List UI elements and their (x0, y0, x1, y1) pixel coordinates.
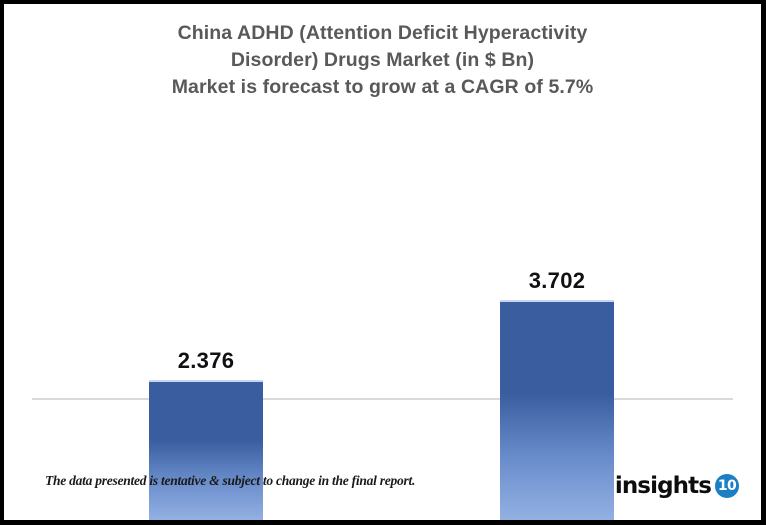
bar-value-label-2022: 2.376 (177, 348, 235, 373)
disclaimer-note: The data presented is tentative & subjec… (45, 473, 416, 488)
chart-title: China ADHD (Attention Deficit Hyperactiv… (4, 20, 761, 101)
title-line-3: Market is forecast to grow at a CAGR of … (171, 76, 594, 98)
bar-value-label-2030f: 3.702 (528, 268, 586, 293)
bar-2022[interactable] (149, 380, 263, 520)
chart-canvas: China ADHD (Attention Deficit Hyperactiv… (4, 4, 761, 520)
bar-2030f[interactable] (500, 300, 614, 520)
logo-wordmark: insights (614, 472, 712, 499)
bar-group-2030f: 3.702 2030F (500, 126, 614, 520)
title-line-2: Disorder) Drugs Market (in $ Bn) (230, 49, 535, 71)
plot-area: 2.376 2022 3.702 2030F (4, 4, 761, 520)
category-axis-line (32, 398, 733, 400)
logo-badge-icon: 10 (715, 474, 739, 498)
insights10-logo[interactable]: insights 10 (615, 474, 739, 498)
title-line-1: China ADHD (Attention Deficit Hyperactiv… (177, 22, 588, 44)
bar-group-2022: 2.376 2022 (149, 126, 263, 520)
